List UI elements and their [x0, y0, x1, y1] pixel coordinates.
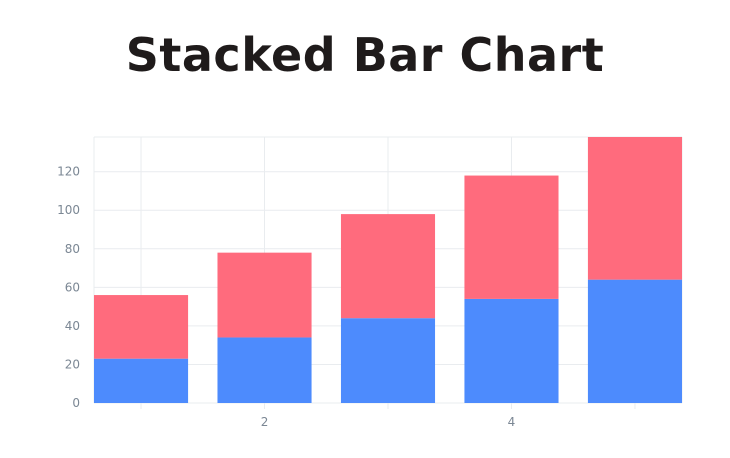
x-tick-label: 2 [261, 415, 269, 429]
y-tick-label: 40 [65, 319, 80, 333]
bar-segment-series-2 [94, 295, 189, 359]
bar-segment-series-2 [587, 137, 682, 280]
x-tick-label: 4 [508, 415, 516, 429]
y-tick-label: 20 [65, 357, 80, 371]
y-tick-label: 0 [72, 396, 80, 410]
bar-segment-series-2 [340, 214, 436, 319]
bar-segment-series-1 [587, 279, 682, 403]
y-tick-label: 80 [65, 242, 80, 256]
y-tick-label: 120 [57, 165, 80, 179]
chart-title: Stacked Bar Chart [125, 28, 605, 82]
y-tick-label: 60 [65, 280, 80, 294]
y-tick-label: 100 [57, 203, 80, 217]
bar-segment-series-1 [340, 318, 436, 403]
bar-segment-series-1 [94, 358, 189, 403]
bar-segment-series-2 [217, 252, 312, 338]
bar-segment-series-1 [464, 298, 559, 403]
bar-segment-series-1 [217, 337, 312, 403]
bar-segment-series-2 [464, 175, 559, 299]
